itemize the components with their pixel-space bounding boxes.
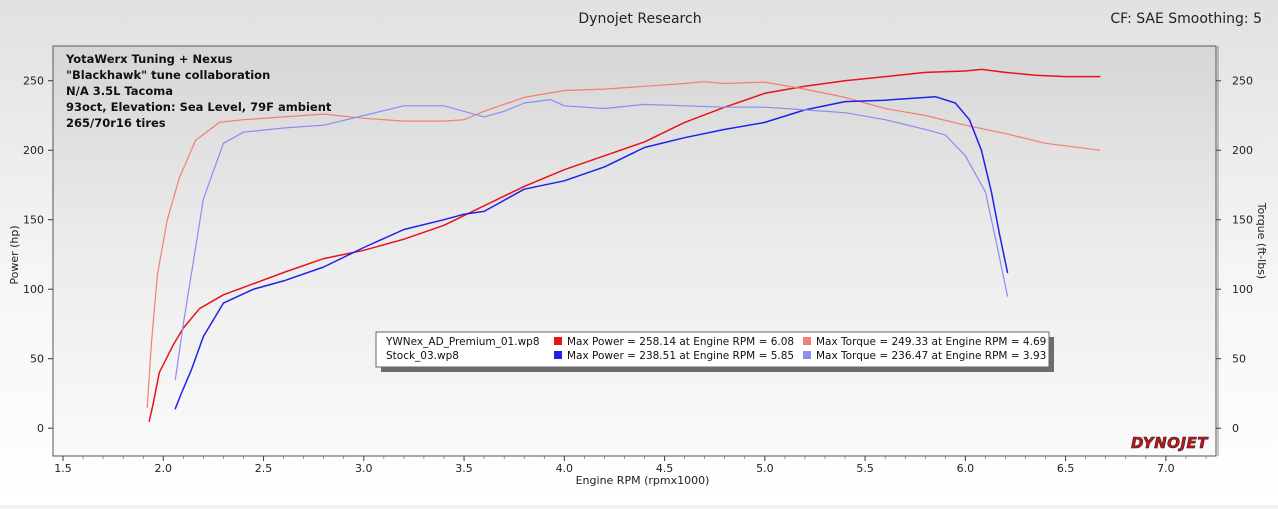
stock-torque-line	[174, 98, 1009, 381]
annotation-line-2: "Blackhawk" tune collaboration	[66, 68, 270, 82]
y2-tick-label: 100	[1232, 283, 1253, 296]
series-layer	[146, 68, 1101, 423]
x-tick-label: 4.0	[556, 462, 574, 475]
y-axis-label: Power (hp)	[8, 225, 21, 284]
x-tick-label: 6.5	[1057, 462, 1075, 475]
legend-power-1: Max Power = 258.14 at Engine RPM = 6.08	[567, 336, 794, 348]
plot-area	[52, 45, 1217, 457]
y2-tick-label: 150	[1232, 214, 1253, 227]
y2-tick-label: 0	[1232, 422, 1239, 435]
annotation-line-4: 93oct, Elevation: Sea Level, 79F ambient	[66, 100, 332, 114]
x-tick-label: 2.5	[255, 462, 273, 475]
x-tick-label: 1.5	[54, 462, 72, 475]
dynojet-logo: DYNOJET	[1131, 434, 1209, 452]
legend-power-2: Max Power = 238.51 at Engine RPM = 5.85	[567, 350, 794, 362]
legend-file-1: YWNex_AD_Premium_01.wp8	[385, 336, 540, 348]
x-axis-label: Engine RPM (rpmx1000)	[576, 474, 710, 487]
y2-tick-label: 250	[1232, 75, 1253, 88]
y-tick-label: 50	[30, 353, 44, 366]
y2-tick-label: 50	[1232, 353, 1246, 366]
y-tick-label: 200	[23, 144, 44, 157]
legend-torque-1: Max Torque = 249.33 at Engine RPM = 4.69	[816, 336, 1046, 348]
x-tick-label: 5.5	[856, 462, 874, 475]
annotation-line-3: N/A 3.5L Tacoma	[66, 84, 173, 98]
x-tick-label: 3.0	[355, 462, 373, 475]
annotation-block: YotaWerx Tuning + Nexus "Blackhawk" tune…	[65, 52, 332, 130]
y-tick-label: 250	[23, 75, 44, 88]
x-tick-label: 5.0	[756, 462, 774, 475]
cf-smoothing-info: CF: SAE Smoothing: 5	[1110, 11, 1262, 27]
y2-tick-label: 200	[1232, 144, 1253, 157]
x-tick-label: 3.5	[455, 462, 473, 475]
legend-panel	[375, 331, 1050, 368]
y-tick-label: 100	[23, 283, 44, 296]
y-tick-label: 0	[37, 422, 44, 435]
legend-swatch-torque-2	[803, 351, 811, 359]
chart-title: Dynojet Research	[578, 11, 701, 27]
legend-file-2: Stock_03.wp8	[386, 350, 459, 362]
y-tick-label: 150	[23, 214, 44, 227]
legend-swatch-torque-1	[803, 337, 811, 345]
stock-power-line	[174, 95, 1009, 410]
annotation-line-5: 265/70r16 tires	[66, 116, 166, 130]
x-tick-label: 2.0	[155, 462, 173, 475]
axes-layer: 1.5 2.0 2.5 3.0 3.5 4.0 4.5 5.0 5.5 6.0 6.5 7.0 0 50 1…	[8, 46, 1268, 487]
legend-swatch-power-1	[554, 337, 562, 345]
x-tick-label: 7.0	[1157, 462, 1175, 475]
legend-box: YWNex_AD_Premium_01.wp8 Max Power = 258.…	[375, 331, 1054, 372]
y2-axis-label: Torque (ft-lbs)	[1255, 202, 1268, 279]
legend-torque-2: Max Torque = 236.47 at Engine RPM = 3.93	[816, 350, 1046, 362]
x-tick-label: 4.5	[656, 462, 674, 475]
annotation-line-1: YotaWerx Tuning + Nexus	[65, 52, 233, 66]
tuned-power-line	[148, 68, 1101, 423]
tuned-torque-line	[146, 81, 1101, 408]
x-tick-label: 6.0	[957, 462, 975, 475]
legend-swatch-power-2	[554, 351, 562, 359]
